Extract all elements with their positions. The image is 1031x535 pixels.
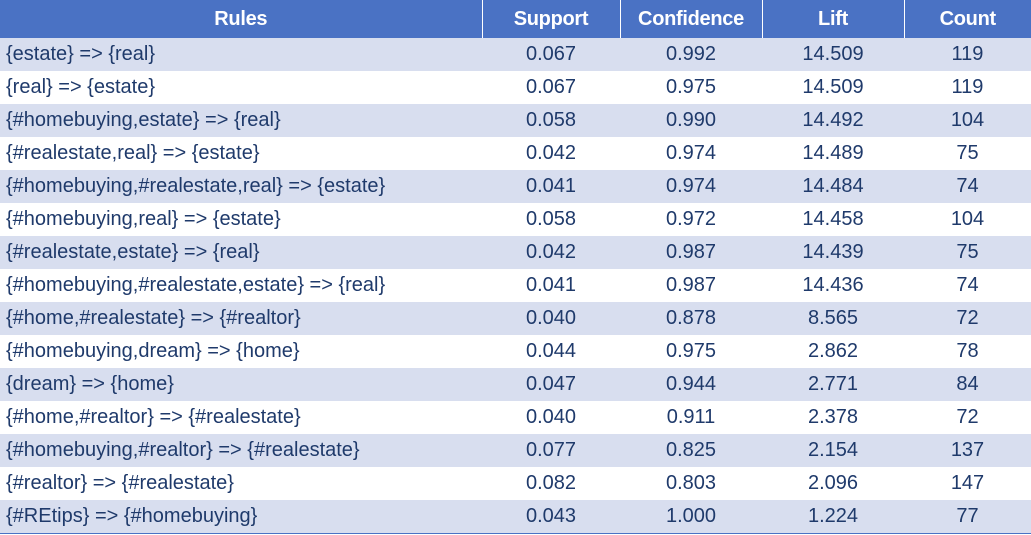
- cell-confidence: 0.975: [665, 340, 717, 362]
- header-support: Support: [482, 0, 621, 38]
- cell-lift: 2.862: [807, 340, 859, 362]
- cell-rule: {#realtor} => {#realestate}: [6, 472, 234, 494]
- cell-lift: 14.509: [802, 76, 864, 98]
- table-row: {estate} => {real} 0.067 0.992 14.509 119: [0, 38, 1031, 71]
- table-body: {estate} => {real} 0.067 0.992 14.509 119 {re…: [0, 38, 1031, 533]
- cell-rule: {#realestate,real} => {estate}: [6, 142, 260, 164]
- cell-lift: 2.096: [807, 472, 859, 494]
- cell-count: 74: [956, 175, 979, 197]
- cell-lift: 14.492: [802, 109, 864, 131]
- cell-confidence: 0.974: [665, 142, 717, 164]
- cell-lift: 2.378: [807, 406, 859, 428]
- header-confidence: Confidence: [620, 0, 763, 38]
- cell-count: 104: [950, 208, 985, 230]
- cell-confidence: 0.987: [665, 274, 717, 296]
- table-row: {#homebuying,#realestate,real} => {estat…: [0, 170, 1031, 203]
- header-row: Rules Support Confidence Lift Count: [0, 0, 1031, 38]
- cell-count: 84: [956, 373, 979, 395]
- cell-count: 147: [950, 472, 985, 494]
- cell-support: 0.043: [525, 504, 577, 527]
- cell-support: 0.040: [525, 307, 577, 329]
- cell-lift: 14.509: [802, 43, 864, 65]
- cell-rule: {#homebuying,#realestate,estate} => {rea…: [6, 274, 386, 296]
- cell-confidence: 0.803: [665, 472, 717, 494]
- cell-lift: 14.439: [802, 241, 864, 263]
- cell-count: 137: [950, 439, 985, 461]
- table-row: {#realestate,real} => {estate} 0.042 0.974…: [0, 137, 1031, 170]
- cell-support: 0.041: [525, 274, 577, 296]
- cell-confidence: 1.000: [665, 504, 717, 527]
- cell-rule: {dream} => {home}: [6, 373, 174, 395]
- cell-support: 0.041: [525, 175, 577, 197]
- cell-confidence: 0.878: [665, 307, 717, 329]
- cell-count: 74: [956, 274, 979, 296]
- table-row: {dream} => {home} 0.047 0.944 2.771 84: [0, 368, 1031, 401]
- cell-confidence: 0.911: [666, 406, 716, 428]
- cell-count: 104: [950, 109, 985, 131]
- table-row: {#homebuying,#realtor} => {#realestate} 0…: [0, 434, 1031, 467]
- cell-support: 0.067: [525, 76, 577, 98]
- cell-support: 0.042: [525, 241, 577, 263]
- cell-confidence: 0.944: [665, 373, 717, 395]
- cell-rule: {real} => {estate}: [6, 76, 156, 98]
- cell-support: 0.067: [525, 43, 577, 65]
- cell-support: 0.042: [525, 142, 577, 164]
- table-row: {#homebuying,estate} => {real} 0.058 0.990…: [0, 104, 1031, 137]
- cell-support: 0.058: [525, 109, 577, 131]
- table-row: {#REtips} => {#homebuying} 0.043 1.000 1.22…: [0, 500, 1031, 533]
- cell-rule: {#home,#realtor} => {#realestate}: [6, 406, 301, 428]
- header-rules: Rules: [0, 0, 483, 38]
- header-count: Count: [939, 7, 997, 30]
- cell-lift: 2.771: [807, 373, 859, 395]
- cell-rule: {#homebuying,#realtor} => {#realestate}: [6, 439, 360, 461]
- cell-confidence: 0.975: [665, 76, 717, 98]
- cell-lift: 14.489: [802, 142, 864, 164]
- cell-count: 119: [951, 43, 984, 65]
- table-row: {#realtor} => {#realestate} 0.082 0.803 2.0…: [0, 467, 1031, 500]
- cell-count: 77: [956, 504, 979, 527]
- table-row: {#homebuying,#realestate,estate} => {rea…: [0, 269, 1031, 302]
- cell-count: 75: [956, 241, 979, 263]
- cell-rule: {#homebuying,dream} => {home}: [6, 340, 300, 362]
- cell-rule: {#homebuying,#realestate,real} => {estat…: [6, 175, 386, 197]
- cell-rule: {#homebuying,real} => {estate}: [6, 208, 281, 230]
- cell-support: 0.044: [525, 340, 577, 362]
- table-header: Rules Support Confidence Lift Count: [0, 0, 1031, 38]
- table-row: {#home,#realtor} => {#realestate} 0.040 0.…: [0, 401, 1031, 434]
- cell-lift: 2.154: [807, 439, 859, 461]
- cell-count: 72: [956, 307, 979, 329]
- cell-rule: {#home,#realestate} => {#realtor}: [6, 307, 301, 329]
- cell-support: 0.082: [525, 472, 577, 494]
- cell-confidence: 0.972: [665, 208, 717, 230]
- table-row: {real} => {estate} 0.067 0.975 14.509 119: [0, 71, 1031, 104]
- cell-count: 75: [956, 142, 979, 164]
- cell-confidence: 0.992: [665, 43, 717, 65]
- cell-lift: 8.565: [807, 307, 859, 329]
- cell-count: 119: [951, 76, 984, 98]
- cell-rule: {#realestate,estate} => {real}: [6, 241, 260, 263]
- table-row: {#homebuying,real} => {estate} 0.058 0.972…: [0, 203, 1031, 236]
- cell-support: 0.047: [525, 373, 577, 395]
- cell-support: 0.040: [525, 406, 577, 428]
- cell-confidence: 0.825: [665, 439, 717, 461]
- cell-support: 0.077: [525, 439, 577, 461]
- table-row: {#realestate,estate} => {real} 0.042 0.987…: [0, 236, 1031, 269]
- table-row: {#homebuying,dream} => {home} 0.044 0.975 2…: [0, 335, 1031, 368]
- cell-confidence: 0.987: [665, 241, 717, 263]
- cell-lift: 1.224: [807, 504, 859, 527]
- cell-lift: 14.436: [802, 274, 864, 296]
- cell-rule: {estate} => {real}: [6, 43, 156, 65]
- table-row: {#home,#realestate} => {#realtor} 0.040 0.…: [0, 302, 1031, 335]
- cell-confidence: 0.974: [665, 175, 717, 197]
- cell-lift: 14.484: [802, 175, 864, 197]
- cell-count: 72: [956, 406, 979, 428]
- cell-support: 0.058: [525, 208, 577, 230]
- cell-rule: {#homebuying,estate} => {real}: [6, 109, 281, 131]
- cell-rule: {#REtips} => {#homebuying}: [6, 504, 258, 527]
- cell-count: 78: [956, 340, 979, 362]
- header-lift: Lift: [762, 0, 905, 38]
- cell-lift: 14.458: [802, 208, 864, 230]
- cell-confidence: 0.990: [665, 109, 717, 131]
